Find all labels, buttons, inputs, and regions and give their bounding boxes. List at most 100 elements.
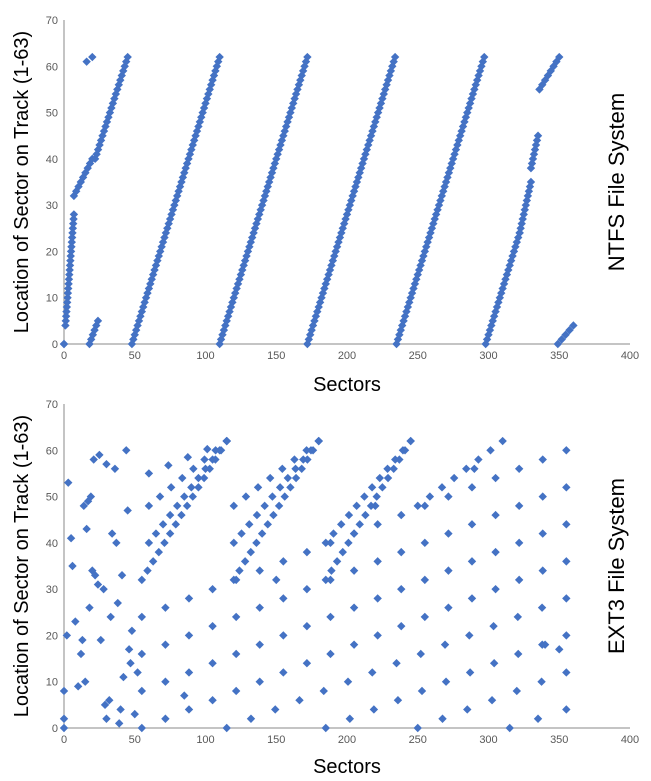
ext3-point-32 — [444, 566, 453, 575]
ext3-point-88 — [205, 464, 214, 473]
ext3-point-250 — [102, 714, 111, 723]
ntfs-point-54 — [105, 108, 115, 117]
ntfs-point-44 — [90, 154, 100, 164]
ntfs-point-376 — [569, 321, 578, 330]
ext3-point-109 — [200, 455, 209, 464]
ntfs-point-22 — [68, 228, 77, 238]
ext3-point-203 — [383, 464, 392, 473]
ext3-point-96 — [173, 501, 182, 511]
ext3-point-36 — [538, 529, 547, 538]
ext3-point-53 — [491, 510, 500, 520]
ext3-point-113 — [164, 461, 173, 470]
ext3-y-ticks: 0 10 20 30 40 50 60 70 — [46, 399, 58, 735]
ext3-point-274 — [555, 645, 564, 654]
ext3-point-261 — [119, 672, 128, 682]
ntfs-point-115 — [195, 117, 205, 127]
ext3-point-14 — [467, 594, 477, 603]
ext3-point-6 — [279, 668, 288, 677]
ntfs-point-101 — [175, 182, 185, 191]
ntfs-point-228 — [352, 177, 362, 187]
ext3-point-227 — [59, 686, 69, 696]
ntfs-x-tick-0: 0 — [61, 350, 67, 362]
ext3-point-121 — [319, 686, 328, 696]
ext3-point-94 — [158, 520, 168, 529]
ext3-point-162 — [253, 483, 263, 492]
ext3-point-99 — [194, 473, 203, 483]
ext3-point-220 — [486, 446, 495, 455]
ext3-point-201 — [367, 483, 377, 492]
ext3-point-115 — [203, 444, 212, 454]
ext3-point-189 — [378, 483, 387, 492]
ext3-point-166 — [302, 446, 311, 455]
ntfs-point-97 — [170, 200, 179, 210]
ext3-point-236 — [79, 501, 89, 511]
ntfs-x-tick-3: 150 — [267, 350, 285, 362]
ntfs-y-ticks: 0 10 20 30 40 50 60 70 — [46, 15, 58, 351]
ntfs-point-90 — [160, 233, 169, 242]
ext3-chart: 0 50 100 150 200 250 300 350 400 0 10 20 30 40 50 60 70… — [11, 399, 639, 778]
ext3-point-188 — [372, 492, 381, 501]
ext3-point-19 — [137, 686, 147, 696]
ext3-point-63 — [279, 557, 288, 566]
ext3-point-101 — [208, 455, 217, 464]
ext3-point-78 — [148, 557, 158, 566]
ext3-point-234 — [76, 649, 86, 659]
ext3-point-196 — [329, 529, 338, 538]
ext3-point-249 — [100, 700, 110, 710]
ext3-point-56 — [562, 483, 571, 492]
ntfs-point-31 — [78, 173, 88, 182]
ntfs-point-141 — [231, 288, 240, 298]
ntfs-point-372 — [553, 339, 563, 349]
ext3-point-7 — [302, 659, 312, 668]
ntfs-x-tick-5: 250 — [409, 350, 427, 362]
ntfs-point-288 — [437, 191, 447, 201]
ext3-point-164 — [278, 464, 287, 473]
ext3-point-259 — [116, 705, 125, 714]
ext3-point-271 — [371, 501, 380, 511]
ext3-point-70 — [444, 492, 453, 501]
ext3-x-tick-4: 200 — [338, 734, 356, 746]
ext3-point-167 — [314, 436, 323, 446]
ext3-point-266 — [127, 626, 137, 635]
ext3-point-187 — [366, 501, 376, 511]
ext3-point-13 — [444, 603, 453, 612]
ntfs-point-365 — [538, 80, 547, 89]
ext3-point-158 — [306, 446, 316, 455]
ntfs-point-359 — [529, 150, 539, 159]
ext3-point-27 — [326, 612, 335, 622]
ntfs-y-tick-5: 50 — [46, 108, 58, 120]
ext3-point-230 — [66, 534, 76, 543]
ntfs-point-13 — [65, 270, 74, 279]
ext3-point-114 — [183, 453, 193, 462]
ext3-point-171 — [393, 696, 403, 705]
ntfs-point-27 — [69, 191, 79, 201]
ext3-point-28 — [349, 603, 359, 612]
ntfs-point-341 — [512, 237, 521, 247]
ext3-point-22 — [208, 659, 217, 668]
ext3-x-tick-0: 0 — [61, 734, 67, 746]
ext3-point-29 — [373, 594, 382, 603]
ext3-point-15 — [491, 584, 500, 594]
ext3-point-204 — [391, 455, 400, 464]
ext3-point-191 — [389, 464, 398, 473]
ext3-point-202 — [375, 473, 385, 483]
ext3-point-79 — [154, 547, 164, 557]
ntfs-y-tick-7: 70 — [46, 15, 58, 27]
ext3-point-0 — [137, 723, 147, 733]
ntfs-point-53 — [104, 113, 113, 122]
ext3-point-20 — [161, 677, 170, 686]
ext3-point-124 — [392, 659, 401, 668]
ntfs-point-360 — [530, 145, 540, 154]
ntfs-point-73 — [136, 312, 145, 321]
ext3-point-200 — [360, 492, 369, 501]
ext3-point-42 — [231, 612, 241, 622]
ext3-point-267 — [130, 709, 139, 719]
ntfs-point-40 — [88, 330, 98, 339]
ext3-x-tick-6: 300 — [479, 734, 497, 746]
ntfs-x-tick-6: 300 — [479, 350, 497, 362]
ntfs-y-tick-4: 40 — [46, 154, 58, 166]
ext3-point-209 — [463, 705, 472, 714]
ext3-point-93 — [151, 529, 161, 538]
ext3-point-210 — [487, 696, 497, 705]
ext3-point-33 — [467, 557, 477, 566]
